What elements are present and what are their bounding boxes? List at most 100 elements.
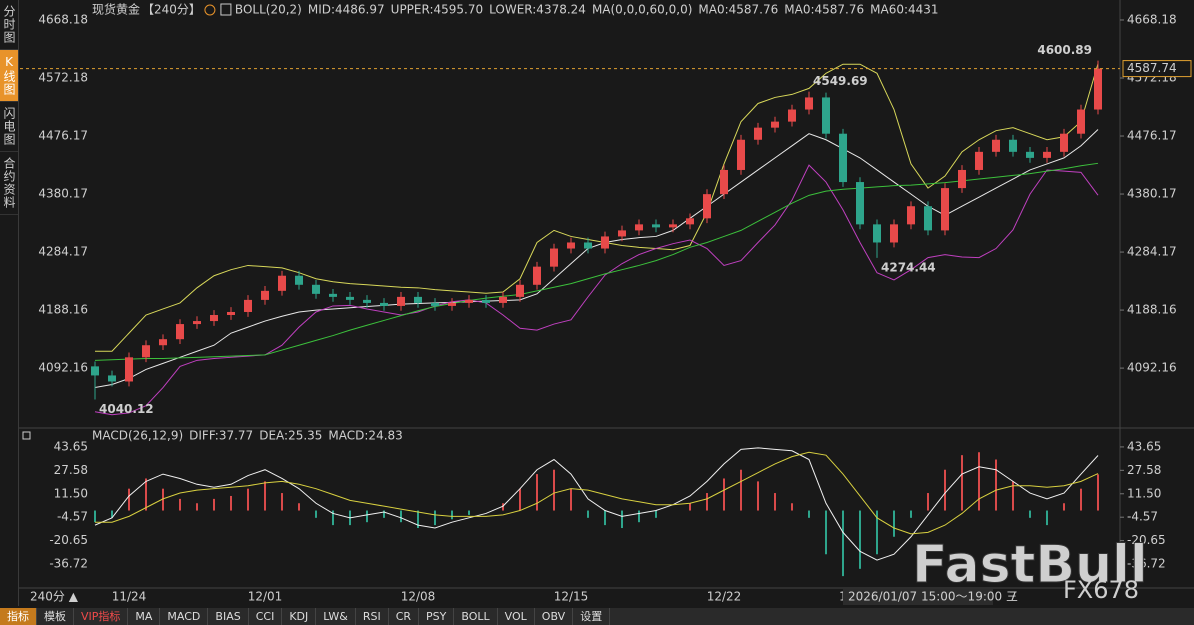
y-tick-label: 4284.17 (38, 245, 88, 259)
macd-bar (740, 469, 742, 511)
candle-body (91, 366, 99, 376)
y-tick-label: 11.50 (1127, 486, 1161, 500)
toolbar-button[interactable]: LW& (316, 608, 356, 625)
indicator-line (94, 129, 1099, 389)
toolbar-button[interactable]: KDJ (282, 608, 317, 625)
y-tick-label: 4668.18 (1127, 12, 1177, 26)
last-price-label: 4587.74 (1127, 61, 1177, 75)
legend-entry: MACD(26,12,9) (92, 429, 183, 443)
macd-bar (196, 503, 198, 511)
macd-bar (94, 510, 96, 523)
candle-body (108, 375, 116, 382)
indicator-line (94, 162, 1099, 361)
candle-body (992, 139, 1000, 152)
toolbar-button[interactable]: OBV (535, 608, 574, 625)
toolbar-button[interactable]: VIP指标 (74, 608, 129, 625)
legend-entry: DIFF:37.77 (189, 429, 253, 443)
candle-body (924, 206, 932, 231)
side-tab[interactable]: 分时图 (0, 0, 18, 50)
macd-bar (621, 510, 623, 529)
y-tick-label: 11.50 (54, 486, 88, 500)
side-tab[interactable]: K线图 (0, 50, 18, 102)
candle-body (584, 242, 592, 249)
candle-body (669, 224, 677, 228)
macd-bar (655, 510, 657, 518)
icon (204, 4, 216, 16)
toolbar-button[interactable]: 设置 (573, 608, 611, 625)
candle-body (210, 315, 218, 322)
macd-bar (145, 478, 147, 511)
candle-body (720, 169, 728, 195)
side-tab[interactable]: 合约资料 (0, 152, 18, 215)
macd-bar (451, 510, 453, 520)
toolbar-button[interactable]: BIAS (208, 608, 249, 625)
candle-body (601, 236, 609, 249)
candle-body (244, 299, 252, 312)
candle-body (1043, 151, 1051, 158)
candle-body (380, 302, 388, 306)
candle-body (890, 224, 898, 243)
y-tick-label: -36.72 (1127, 557, 1166, 571)
legend-entry: BOLL(20,2) (235, 3, 302, 17)
toolbar-button[interactable]: MACD (160, 608, 209, 625)
macd-bar (434, 510, 436, 526)
x-tick-label: 11/24 (112, 590, 147, 604)
candle-body (193, 321, 201, 325)
candle-body (737, 139, 745, 170)
side-tab[interactable]: 闪电图 (0, 102, 18, 152)
y-tick-label: -36.72 (49, 557, 88, 571)
candle-body (1009, 139, 1017, 152)
candle-body (227, 311, 235, 316)
toolbar-button[interactable]: MA (128, 608, 161, 625)
x-tick-label: 12/08 (401, 590, 436, 604)
macd-bar (1046, 510, 1048, 526)
macd-bar (519, 488, 521, 511)
toolbar-button[interactable]: PSY (419, 608, 455, 625)
price-annotation: 4600.89 (1037, 43, 1092, 57)
chart-subtitle: 【240分】 (142, 3, 201, 17)
crosshair-label: 2026/01/07 15:00～19:00 三 (848, 590, 1018, 604)
legend-entry: MA60:4431 (870, 3, 938, 17)
candle-body (363, 299, 371, 303)
toolbar-button[interactable]: RSI (356, 608, 389, 625)
y-tick-label: 4284.17 (1127, 245, 1177, 259)
y-tick-label: -20.65 (1127, 533, 1166, 547)
last-price-box (1122, 60, 1192, 78)
candle-body (448, 302, 456, 306)
macd-line (95, 451, 1099, 535)
toolbar-button[interactable]: BOLL (454, 608, 498, 625)
y-tick-label: -4.57 (1127, 510, 1158, 524)
candle-body (295, 275, 303, 285)
macd-bar (944, 469, 946, 511)
watermark: FastBull (912, 535, 1148, 595)
macd-bar (1029, 510, 1031, 518)
x-tick-label: 12/01 (248, 590, 283, 604)
candle-body (856, 182, 864, 225)
price-annotation: 4549.69 (813, 74, 868, 88)
candle-body (176, 324, 184, 340)
macd-bar (1012, 481, 1014, 511)
macd-bar (604, 510, 606, 526)
toolbar-button[interactable]: CCI (249, 608, 283, 625)
candle-body (941, 188, 949, 231)
candle-body (839, 133, 847, 183)
macd-bar (910, 510, 912, 518)
macd-bar (264, 481, 266, 511)
macd-bar (332, 510, 334, 526)
candle-body (346, 296, 354, 300)
macd-bar (383, 510, 385, 518)
toolbar-button[interactable]: VOL (498, 608, 535, 625)
macd-bar (774, 493, 776, 511)
candle-body (652, 224, 660, 228)
macd-bar (247, 488, 249, 511)
toolbar-button[interactable]: 指标 (0, 608, 37, 625)
toolbar-button[interactable]: 模板 (37, 608, 74, 625)
macd-bar (417, 510, 419, 529)
macd-bar (128, 488, 130, 511)
x-tick-label: 12/22 (707, 590, 742, 604)
candle-body (567, 242, 575, 249)
toolbar-button[interactable]: CR (389, 608, 420, 625)
crosshair-box (843, 589, 993, 605)
